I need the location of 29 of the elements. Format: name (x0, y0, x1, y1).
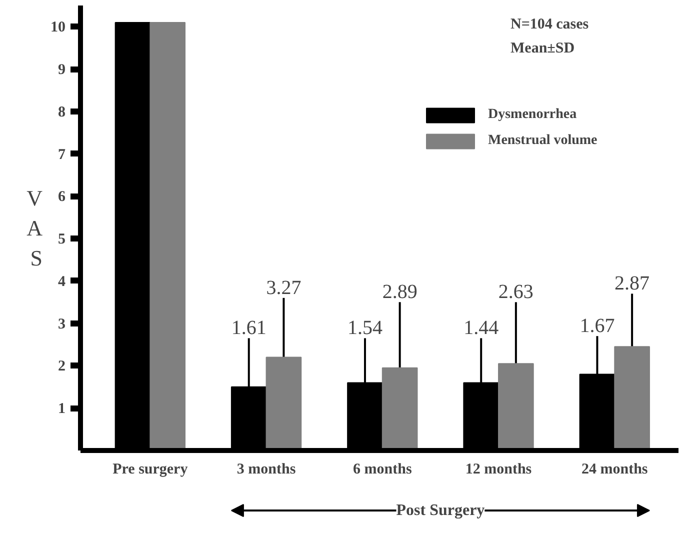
x-tick-label: 12 months (465, 462, 532, 478)
x-tick-label: 3 months (236, 462, 296, 478)
x-tick-label: 6 months (353, 462, 412, 478)
annotation: 1.61 (231, 317, 266, 340)
y-tick-label: 1 (58, 401, 66, 418)
y-tick-label: 2 (58, 358, 66, 375)
annotation: 1.54 (347, 317, 382, 340)
y-tick-label: 9 (58, 62, 66, 78)
text: Post Surgery (396, 502, 485, 519)
annotation: N=104 cases (510, 16, 589, 32)
annotation: 1.44 (464, 317, 499, 340)
annotation: Mean±SD (510, 40, 575, 56)
annotation: 1.67 (580, 315, 615, 338)
x-tick-label: Pre surgery (112, 462, 188, 478)
y-tick-label: 7 (58, 146, 66, 163)
annotation: 2.63 (498, 281, 534, 304)
annotation: 2.89 (382, 281, 418, 304)
legend-label: Dysmenorrhea (488, 107, 577, 123)
y-axis-title: VAS (26, 186, 43, 270)
y-tick-label: 4 (58, 274, 66, 290)
annotation: 2.87 (614, 272, 650, 295)
annotation: 3.27 (266, 276, 302, 299)
y-tick-label: 8 (58, 104, 66, 120)
legend-label: Menstrual volume (488, 133, 598, 149)
y-tick-label: 10 (50, 20, 66, 36)
y-tick-label: 6 (58, 189, 66, 206)
y-tick-label: 5 (58, 232, 66, 248)
x-tick-label: 24 months (582, 462, 648, 478)
y-tick-label: 3 (58, 316, 66, 332)
